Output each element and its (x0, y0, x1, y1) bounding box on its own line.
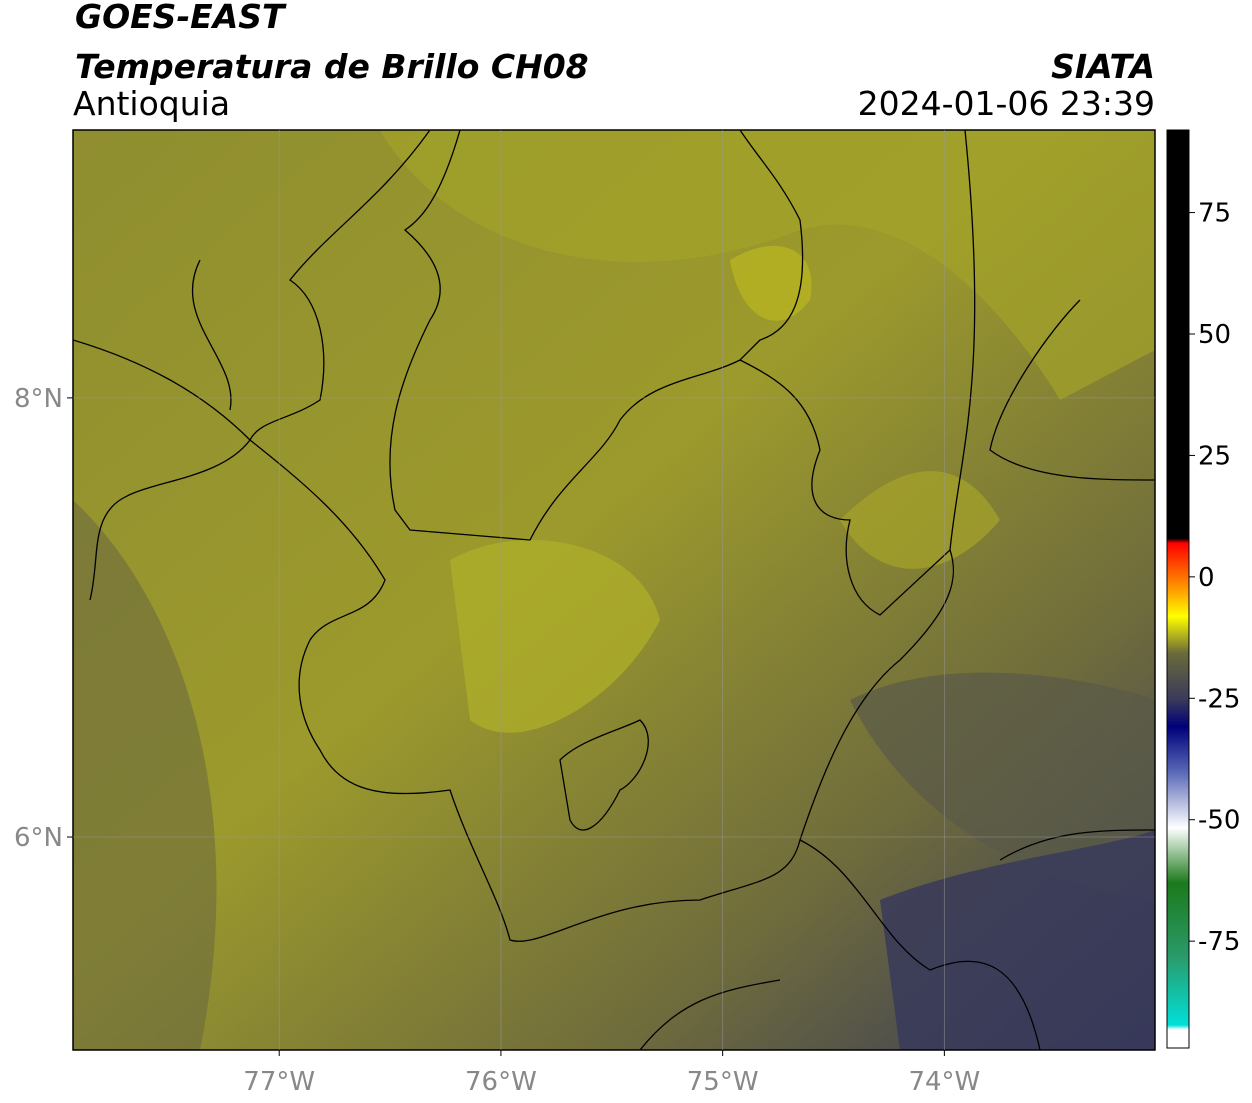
lon-tick-label: 75°W (687, 1067, 759, 1097)
lon-tick-label: 76°W (465, 1067, 537, 1097)
map-image (73, 130, 1155, 1050)
colorbar (1166, 129, 1190, 1049)
ticks: 77°W 76°W 75°W 74°W 8°N 6°N 75 50 25 0 -25 -50 -75 (14, 130, 1240, 1097)
lat-tick-label: 8°N (14, 384, 63, 414)
colorbar-tick-label: 50 (1198, 320, 1231, 350)
lat-tick-label: 6°N (14, 823, 63, 853)
subtitle: Temperatura de Brillo CH08 (75, 47, 589, 86)
source: SIATA (1051, 47, 1155, 86)
colorbar-tick-label: 0 (1198, 563, 1215, 593)
map-frame (72, 129, 1156, 1051)
colorbar-tick-label: -75 (1198, 927, 1240, 957)
lon-tick-label: 77°W (243, 1067, 315, 1097)
datetime: 2024-01-06 23:39 (858, 84, 1155, 123)
title: GOES-EAST (75, 0, 287, 36)
colorbar-tick-label: 75 (1198, 199, 1231, 229)
colorbar-tick-label: 25 (1198, 441, 1231, 471)
lon-tick-label: 74°W (908, 1067, 980, 1097)
colorbar-tick-label: -50 (1198, 806, 1240, 836)
colorbar-tick-label: -25 (1198, 684, 1240, 714)
region: Antioquia (73, 84, 230, 123)
